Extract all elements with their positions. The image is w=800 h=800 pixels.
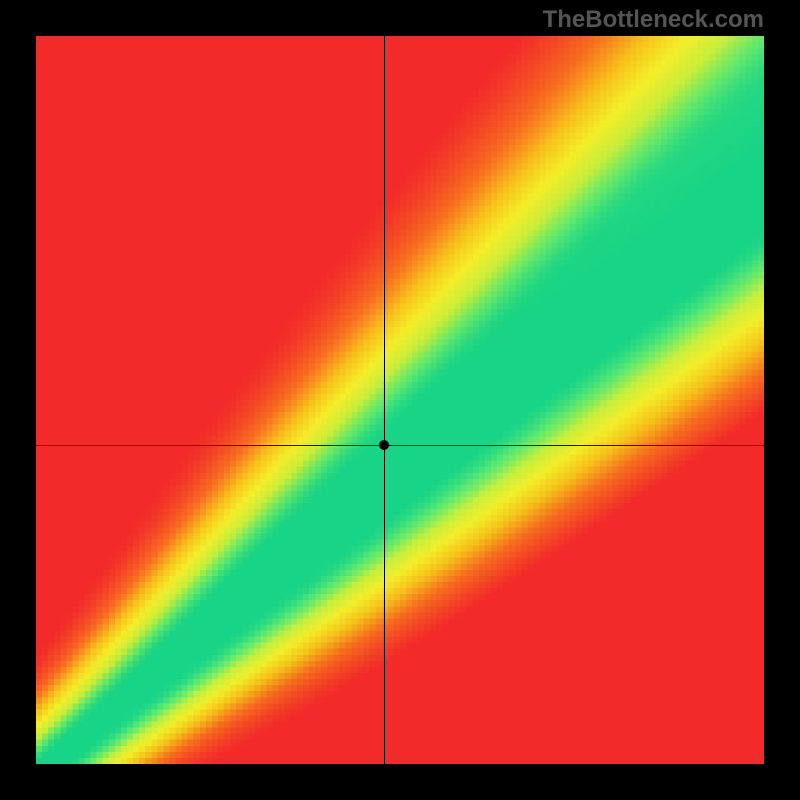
crosshair-vertical bbox=[384, 36, 385, 764]
heatmap-canvas bbox=[36, 36, 764, 764]
chart-container: TheBottleneck.com bbox=[0, 0, 800, 800]
heatmap-plot-area bbox=[36, 36, 764, 764]
marker-dot bbox=[379, 440, 389, 450]
watermark-text: TheBottleneck.com bbox=[543, 6, 764, 34]
crosshair-horizontal bbox=[36, 445, 764, 446]
